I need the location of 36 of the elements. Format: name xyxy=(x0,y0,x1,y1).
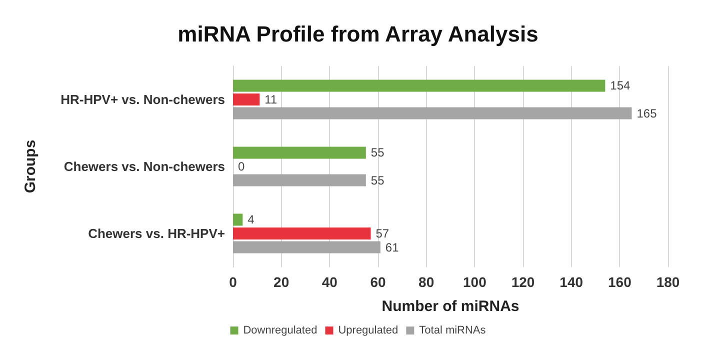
bar xyxy=(233,241,380,254)
x-tick-label: 60 xyxy=(370,274,386,290)
data-label: 61 xyxy=(385,240,400,254)
x-tick-label: 100 xyxy=(462,274,487,290)
legend-label: Total miRNAs xyxy=(419,324,486,336)
data-label: 11 xyxy=(264,92,278,106)
x-tick-label: 40 xyxy=(322,274,338,290)
data-label: 4 xyxy=(248,212,255,227)
x-tick-label: 0 xyxy=(229,274,238,290)
y-tick-label: HR-HPV+ vs. Non-chewers xyxy=(60,92,225,107)
bar xyxy=(233,146,366,159)
y-tick-label: Chewers vs. Non-chewers xyxy=(64,159,225,174)
data-label: 154 xyxy=(610,78,631,93)
y-axis-title: Groups xyxy=(22,140,39,194)
bar xyxy=(233,80,606,92)
data-label: 55 xyxy=(370,146,385,160)
data-label: 57 xyxy=(376,226,390,240)
data-label: 165 xyxy=(636,106,658,120)
data-label: 55 xyxy=(370,173,385,188)
bar xyxy=(233,214,243,226)
chart-title: miRNA Profile from Array Analysis xyxy=(178,22,538,46)
x-tick-label: 120 xyxy=(511,274,535,290)
x-tick-label: 180 xyxy=(656,274,680,290)
legend-label: Upregulated xyxy=(338,324,398,336)
x-axis-title: Number of miRNAs xyxy=(382,298,520,315)
bar xyxy=(233,107,632,120)
bar xyxy=(233,94,260,106)
y-tick-label: Chewers vs. HR-HPV+ xyxy=(88,226,226,241)
bar xyxy=(233,174,366,186)
data-label: 0 xyxy=(238,160,245,174)
x-tick-label: 160 xyxy=(608,274,632,290)
legend-label: Downregulated xyxy=(243,324,318,336)
x-tick-label: 140 xyxy=(560,274,584,290)
x-tick-label: 20 xyxy=(274,274,290,290)
x-tick-label: 80 xyxy=(418,274,434,290)
bar xyxy=(233,228,371,240)
